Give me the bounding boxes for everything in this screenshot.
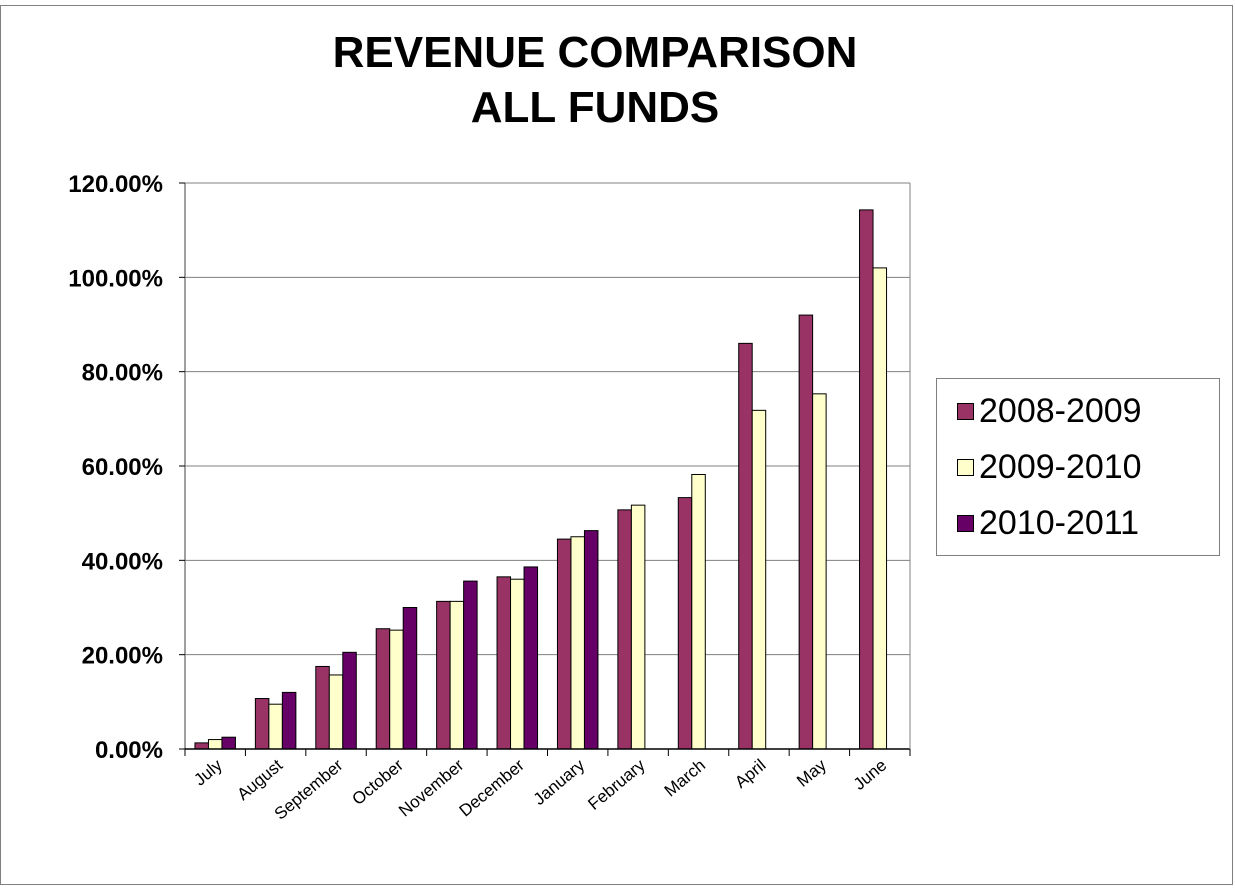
legend-swatch-2009-2010	[957, 458, 974, 476]
bar-2010-2011-december	[523, 566, 539, 750]
y-tick-label: 20.00%	[82, 643, 163, 670]
bar-2009-2010-october	[389, 629, 404, 750]
legend: 2008-2009 2009-2010 2010-2011	[936, 378, 1220, 556]
bar-2008-2009-june	[859, 209, 874, 750]
bar-2009-2010-august	[268, 703, 283, 750]
bar-2009-2010-september	[328, 674, 344, 750]
bar-2010-2011-november	[463, 580, 478, 750]
x-tick-label: February	[584, 755, 649, 814]
x-tick-label: July	[190, 755, 226, 789]
bar-2009-2010-november	[449, 600, 465, 750]
legend-item-2008-2009: 2008-2009	[957, 391, 1142, 431]
legend-label-2008-2009: 2008-2009	[979, 391, 1142, 430]
bar-2010-2011-september	[342, 651, 357, 750]
bar-2008-2009-october	[375, 628, 391, 750]
bar-2008-2009-january	[556, 538, 572, 750]
y-tick-label: 120.00%	[68, 171, 163, 198]
bar-2009-2010-january	[570, 536, 585, 750]
bar-2010-2011-august	[281, 691, 297, 750]
y-tick-label: 40.00%	[82, 548, 163, 575]
bar-2010-2011-january	[583, 530, 599, 750]
chart-title: REVENUE COMPARISON	[332, 28, 858, 77]
bar-2008-2009-december	[496, 576, 512, 750]
bar-2009-2010-july	[207, 739, 223, 750]
bar-2009-2010-may	[812, 393, 827, 750]
y-tick-label: 60.00%	[82, 454, 163, 481]
axes	[179, 182, 911, 756]
x-tick-label: November	[395, 755, 468, 820]
legend-swatch-2010-2011	[957, 514, 974, 532]
bar-2009-2010-december	[510, 578, 525, 750]
y-tick-label: 100.00%	[68, 265, 163, 292]
bar-2009-2010-march	[691, 473, 706, 750]
bar-2009-2010-april	[751, 409, 767, 750]
x-tick-label: June	[850, 756, 890, 794]
y-tick-label: 0.00%	[95, 737, 163, 764]
legend-item-2009-2010: 2009-2010	[957, 447, 1142, 487]
legend-label-2010-2011: 2010-2011	[979, 503, 1140, 542]
chart-subtitle: ALL FUNDS	[470, 83, 720, 132]
y-tick-labels: 0.00% 20.00% 40.00% 60.00% 80.00% 100.00% 120.…	[68, 171, 163, 764]
bars	[194, 209, 888, 750]
x-tick-label: October	[348, 755, 407, 809]
bar-2008-2009-september	[315, 665, 330, 750]
legend-label-2009-2010: 2009-2010	[979, 447, 1142, 486]
bar-2008-2009-july	[194, 742, 209, 750]
x-tick-label: January	[530, 755, 589, 809]
x-tick-label: March	[661, 756, 709, 801]
bar-2010-2011-july	[221, 736, 236, 750]
chart-border	[0, 5, 1233, 885]
bar-2008-2009-march	[677, 497, 693, 750]
x-tick-label: April	[731, 756, 769, 792]
legend-swatch-2008-2009	[957, 402, 974, 420]
bar-2008-2009-august	[254, 698, 270, 750]
bar-2010-2011-october	[402, 607, 418, 750]
bar-2008-2009-november	[436, 600, 451, 750]
bar-2008-2009-february	[617, 509, 632, 750]
x-tick-label: December	[456, 755, 529, 820]
legend-item-2010-2011: 2010-2011	[957, 503, 1139, 543]
bar-2008-2009-april	[738, 342, 753, 750]
bar-2008-2009-may	[798, 314, 814, 750]
x-tick-label: May	[793, 755, 830, 791]
bar-2009-2010-february	[630, 504, 646, 750]
x-tick-label: August	[233, 755, 286, 804]
bar-2009-2010-june	[872, 267, 888, 750]
y-tick-label: 80.00%	[82, 360, 163, 387]
